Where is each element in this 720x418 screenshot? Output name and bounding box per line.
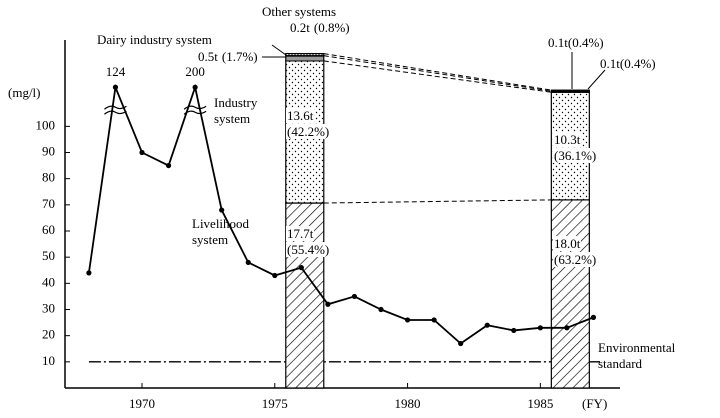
y-tick-label: 10: [42, 353, 55, 368]
share-label: (0.4%): [619, 56, 656, 71]
data-label: 18.0t (63.2%): [553, 236, 603, 268]
point: [351, 293, 358, 300]
legend-label: Industry system: [214, 95, 258, 126]
bar-segment: [285, 52, 325, 57]
bar-segment: [285, 55, 325, 62]
value-label: 10.3t: [553, 132, 582, 147]
leader-line: [587, 69, 606, 90]
y-tick-label: 60: [42, 222, 55, 237]
x-tick-label: 1970: [129, 396, 155, 411]
share-label: (55.4%): [286, 242, 331, 257]
data-label: 17.7t (55.4%): [286, 226, 336, 258]
value-label: 18.0t: [553, 236, 582, 251]
x-tick-label: 1975: [262, 396, 288, 411]
share-label: (63.2%): [553, 252, 598, 267]
share-label: (0.8%): [313, 20, 350, 35]
data-label: 13.6t (42.2%): [286, 108, 336, 140]
x-axis-label: (FY): [582, 396, 607, 411]
leader-line: [271, 44, 287, 56]
point: [431, 317, 437, 323]
axis-break: [104, 105, 127, 110]
point: [404, 317, 411, 323]
y-tick-label: 20: [42, 327, 55, 342]
point: [378, 306, 384, 313]
y-axis-label: (mg/l): [8, 85, 41, 100]
x-tick-label: 1985: [527, 396, 553, 411]
connector: [323, 199, 552, 204]
share-label: (42.2%): [286, 124, 331, 139]
value-label: 0.2t: [290, 20, 310, 35]
data-label: 0.1t(0.4%): [548, 35, 604, 51]
point: [112, 84, 119, 90]
y-tick-label: 90: [42, 143, 55, 158]
x-tick-label: 1980: [395, 396, 421, 411]
line: [88, 83, 594, 345]
share-label: (36.1%): [553, 148, 598, 163]
connector: [323, 53, 552, 91]
y-tick-label: 30: [42, 300, 55, 315]
y-tick-label: 80: [42, 170, 55, 185]
value-label: 13.6t: [286, 108, 315, 123]
data-label: 124: [106, 64, 126, 79]
axis-break: [183, 110, 207, 115]
data-label: 10.3t (36.1%): [553, 132, 603, 164]
legend-label: Other systems: [262, 4, 337, 19]
point: [298, 265, 304, 271]
y-tick-label: 50: [42, 248, 55, 263]
axis-break: [183, 105, 207, 110]
reference-label: Environmental standard: [598, 340, 676, 371]
connector: [323, 55, 552, 92]
point: [537, 325, 543, 331]
point: [192, 84, 198, 90]
point: [458, 340, 464, 347]
bar-segment: [550, 89, 590, 92]
point: [484, 322, 490, 328]
y-tick-label: 70: [42, 196, 55, 211]
point: [219, 207, 225, 213]
data-label: 200: [185, 64, 205, 79]
share-label: (0.4%): [567, 35, 604, 50]
point: [511, 327, 517, 334]
y-tick-label: 40: [42, 274, 55, 289]
point: [564, 325, 570, 331]
point: [86, 270, 92, 276]
value-label: 0.1t: [548, 35, 568, 50]
y-tick-label: 100: [36, 117, 56, 132]
data-label: 0.2t (0.8%): [290, 20, 350, 36]
data-label: 0.5t (1.7%): [198, 49, 258, 65]
share-label: (1.7%): [221, 49, 258, 64]
value-label: 0.1t: [600, 56, 620, 71]
point: [272, 272, 278, 279]
point: [139, 149, 145, 156]
point: [590, 314, 597, 320]
bar-segment: [550, 199, 590, 389]
value-label: 0.5t: [198, 49, 218, 64]
connector: [323, 60, 552, 93]
legend-label: Dairy industry system: [97, 32, 212, 47]
data-label: 0.1t(0.4%): [600, 56, 656, 72]
point: [165, 162, 172, 169]
legend-label: Livelihood system: [192, 216, 250, 247]
point: [325, 301, 331, 307]
value-label: 17.7t: [286, 226, 315, 241]
axis-break: [104, 110, 127, 115]
point: [245, 259, 251, 266]
